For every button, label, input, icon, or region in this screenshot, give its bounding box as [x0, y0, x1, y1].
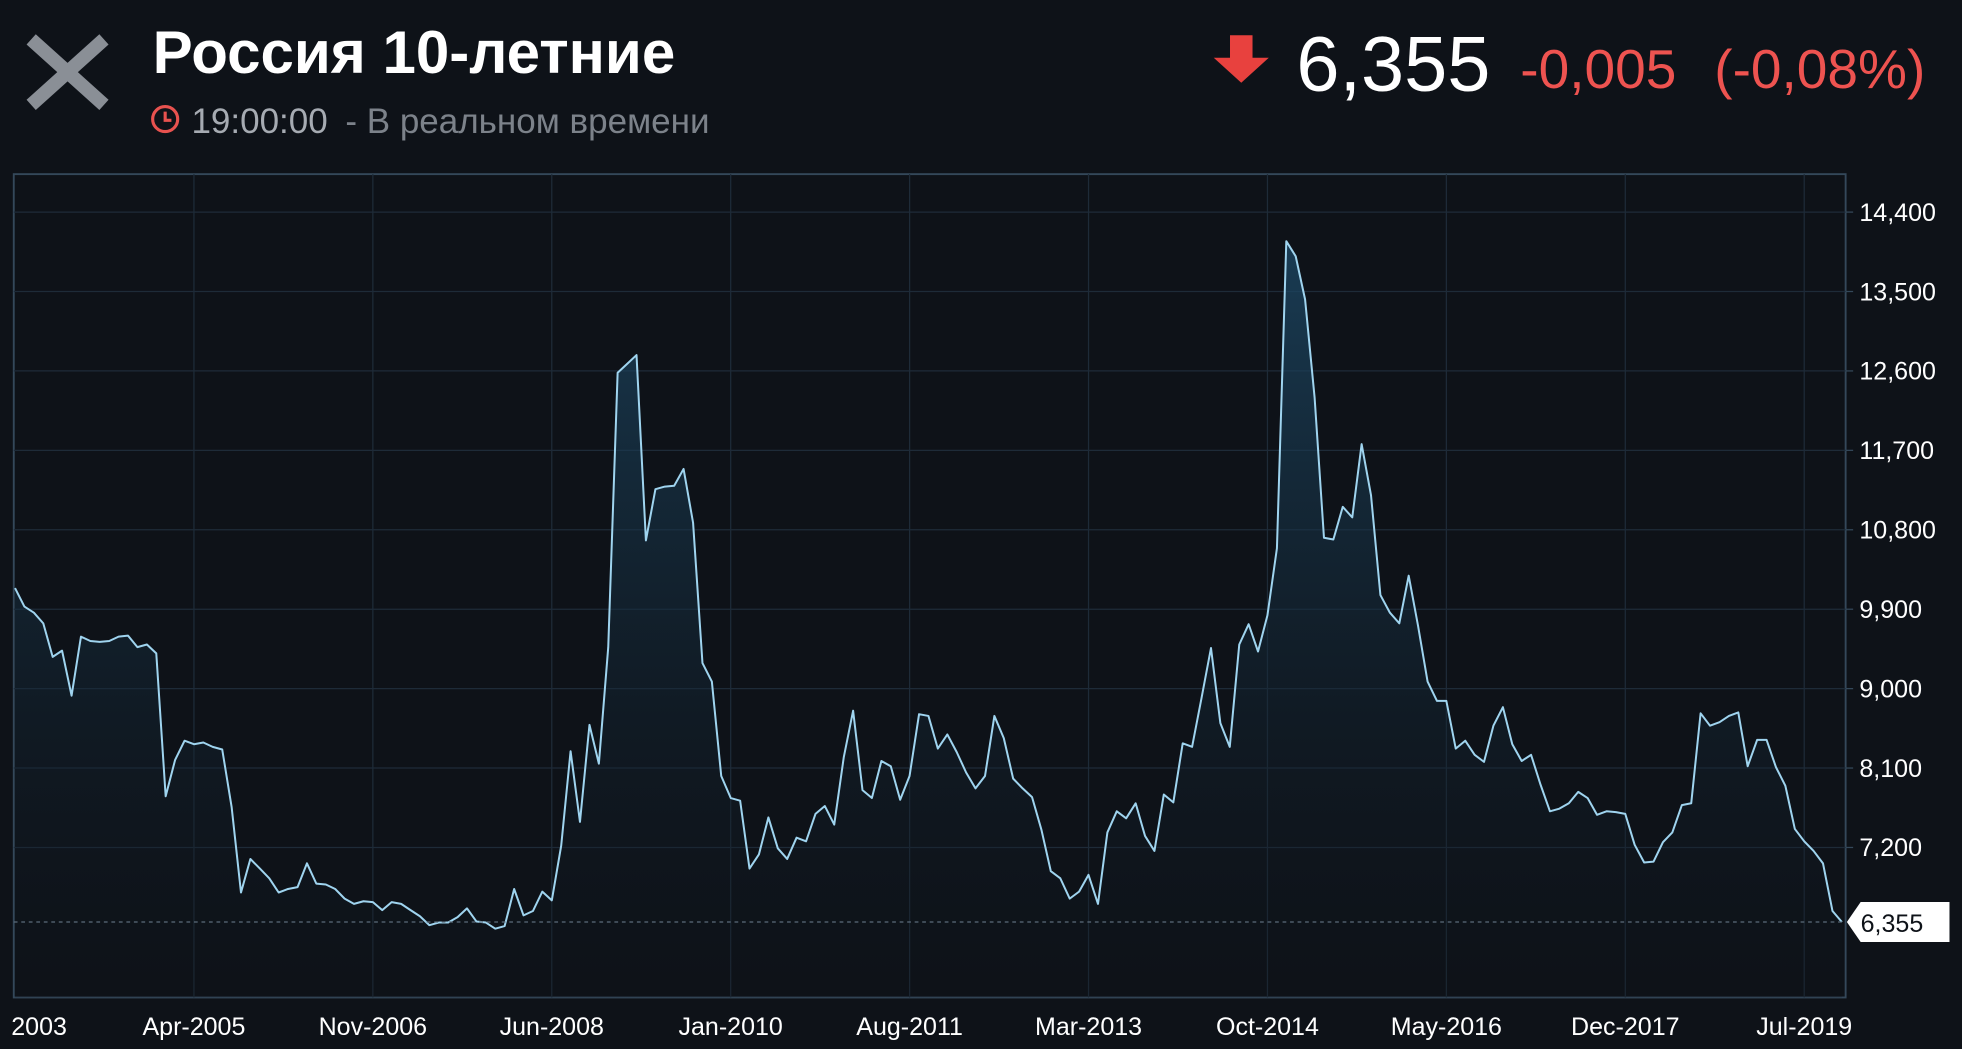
y-tick-label: 12,600 — [1859, 358, 1936, 386]
close-button[interactable] — [26, 34, 109, 111]
change: -0,005 — [1520, 38, 1676, 100]
line — [14, 240, 1843, 930]
clock-hands — [163, 111, 172, 122]
x-tick-label: Jul-2019 — [1756, 1013, 1852, 1041]
y-tick-label: 10,800 — [1859, 517, 1936, 545]
clock-face — [151, 105, 180, 134]
x-tick-label: Oct-2014 — [1216, 1013, 1319, 1041]
x-tick-label: Aug-2011 — [856, 1013, 963, 1041]
x-tick-label: Jan-2010 — [679, 1013, 783, 1041]
down-arrow — [1213, 35, 1269, 83]
y-tick-label: 8,100 — [1859, 755, 1922, 783]
title: Россия 10-летние — [153, 19, 676, 86]
current-value-label: 6,355 — [1861, 910, 1924, 938]
area — [15, 241, 1842, 998]
y-tick-label: 14,400 — [1859, 199, 1936, 227]
close-stroke — [26, 34, 109, 111]
price: 6,355 — [1296, 21, 1490, 107]
y-tick-label: 9,000 — [1859, 675, 1922, 703]
x-tick-label: 2003 — [11, 1013, 67, 1041]
change-percent: (-0,08%) — [1714, 38, 1925, 100]
x-tick-label: Mar-2013 — [1035, 1013, 1142, 1041]
x-tick-label: Apr-2005 — [142, 1013, 245, 1041]
y-tick-label: 11,700 — [1859, 437, 1934, 465]
y-tick-label: 13,500 — [1859, 278, 1936, 306]
x-tick-label: Dec-2017 — [1571, 1013, 1679, 1041]
y-tick-label: 9,900 — [1859, 596, 1922, 624]
time-note: - В реальном времени — [345, 102, 709, 141]
plot: 7,200 8,100 9,000 9,900 10,800 11,700 12,600 13… — [11, 174, 1950, 1041]
clock-icon — [151, 105, 180, 134]
current-value-box — [1846, 902, 1950, 943]
time: 19:00:00 — [191, 102, 327, 141]
x-tick-label: May-2016 — [1391, 1013, 1502, 1041]
x-tick-label: Nov-2006 — [319, 1013, 427, 1041]
y-tick-label: 7,200 — [1859, 834, 1922, 862]
x-tick-label: Jun-2008 — [500, 1013, 604, 1041]
